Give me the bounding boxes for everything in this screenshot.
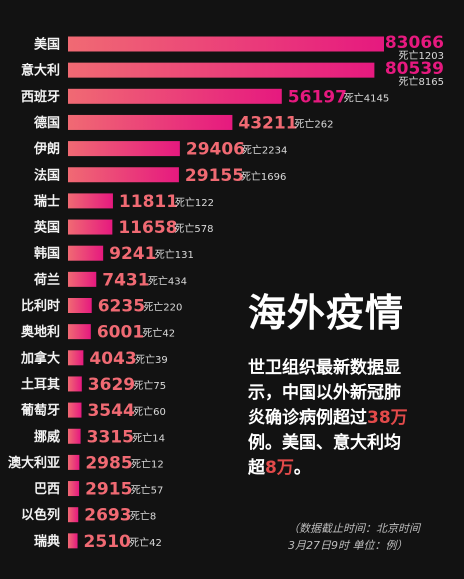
value-label: 7431 [102, 270, 149, 290]
bar-6 [68, 193, 113, 209]
country-label: 瑞典 [34, 533, 60, 549]
country-label: 英国 [33, 220, 60, 236]
value-label: 2915 [85, 480, 132, 500]
country-label: 瑞士 [34, 193, 60, 209]
value-label: 9241 [109, 244, 156, 264]
death-label: 死亡2234 [242, 144, 287, 157]
bar-0 [68, 36, 384, 52]
country-label: 葡萄牙 [20, 403, 60, 419]
death-label: 死亡122 [175, 196, 214, 209]
bar-19 [68, 533, 78, 549]
highlight-380k: 38万 [367, 408, 408, 428]
bar-9 [68, 271, 97, 287]
country-label: 德国 [34, 115, 60, 131]
value-label: 43211 [238, 113, 297, 133]
value-label: 56197 [288, 87, 347, 107]
value-label: 2510 [84, 532, 131, 552]
value-label: 3629 [88, 375, 135, 395]
bar-11 [68, 324, 91, 340]
death-label: 死亡75 [133, 379, 166, 392]
value-label: 29155 [185, 166, 244, 186]
bar-17 [68, 481, 80, 497]
value-label: 6235 [98, 297, 145, 317]
death-label: 死亡60 [133, 405, 166, 418]
country-label: 美国 [34, 37, 60, 53]
country-label: 以色列 [21, 507, 60, 523]
value-label: 6001 [97, 323, 144, 343]
bar-12 [68, 350, 84, 366]
country-label: 澳大利亚 [8, 455, 60, 471]
country-label: 挪威 [34, 429, 60, 445]
bar-3 [68, 114, 233, 130]
country-label: 比利时 [21, 298, 60, 314]
country-label: 加拿大 [20, 350, 60, 366]
death-label: 死亡42 [129, 536, 162, 549]
value-label: 29406 [186, 140, 245, 160]
death-label: 死亡220 [143, 301, 182, 314]
value-label: 83066 [385, 33, 444, 53]
death-label: 死亡42 [142, 327, 175, 340]
bar-5 [68, 167, 179, 183]
value-label: 2693 [84, 506, 131, 526]
description-line-1: 世卫组织最新数据显 [248, 358, 401, 378]
bar-2 [68, 88, 282, 104]
death-label: 死亡14 [132, 431, 165, 444]
bar-16 [68, 454, 80, 470]
bar-7 [68, 219, 113, 235]
value-label: 11658 [118, 218, 177, 238]
bar-4 [68, 141, 180, 157]
value-label: 3315 [87, 427, 134, 447]
country-label: 伊朗 [33, 141, 60, 157]
value-label: 4043 [89, 349, 136, 369]
death-label: 死亡4145 [344, 91, 389, 104]
highlight-80k: 8万 [265, 458, 294, 478]
bar-1 [68, 62, 375, 78]
source-note: （数据截止时间：北京时间 3月27日9时 单位：例） [288, 520, 420, 554]
description-text: 世卫组织最新数据显 示，中国以外新冠肺 炎确诊病例超过38万 例。美国、意大利均… [248, 356, 458, 481]
description-line-2: 示，中国以外新冠肺 [248, 383, 401, 403]
description-line-4: 例。美国、意大利均 [248, 433, 401, 453]
death-label: 死亡262 [294, 117, 333, 130]
death-label: 死亡8 [130, 510, 156, 523]
description-line-3: 炎确诊病例超过 [248, 408, 367, 428]
value-label: 80539 [385, 59, 444, 79]
value-label: 2985 [85, 453, 132, 473]
death-label: 死亡12 [131, 457, 164, 470]
bar-14 [68, 402, 82, 418]
country-label: 法国 [34, 167, 60, 183]
country-label: 西班牙 [21, 89, 60, 105]
death-label: 死亡131 [155, 248, 194, 261]
country-label: 意大利 [21, 63, 60, 79]
country-label: 韩国 [34, 246, 60, 262]
country-label: 巴西 [34, 482, 60, 497]
bar-18 [68, 507, 79, 523]
bar-15 [68, 428, 81, 444]
death-label: 死亡8165 [399, 75, 444, 88]
death-label: 死亡578 [174, 222, 213, 235]
death-label: 死亡434 [148, 274, 187, 287]
bar-8 [68, 245, 104, 261]
country-label: 奥地利 [21, 324, 60, 340]
country-label: 土耳其 [21, 376, 60, 392]
note-line-1: （数据截止时间：北京时间 [288, 522, 420, 535]
bar-13 [68, 376, 82, 392]
chart-title: 海外疫情 [248, 290, 405, 335]
value-label: 3544 [87, 401, 134, 421]
note-line-2: 3月27日9时 单位：例） [288, 539, 408, 552]
death-label: 死亡39 [135, 353, 168, 366]
value-label: 11811 [119, 192, 178, 212]
bar-10 [68, 298, 92, 313]
death-label: 死亡1696 [241, 170, 286, 183]
country-label: 荷兰 [33, 272, 60, 288]
description-line-5-end: 。 [293, 458, 311, 478]
description-line-5: 超 [248, 458, 265, 478]
death-label: 死亡1203 [399, 49, 444, 62]
death-label: 死亡57 [131, 484, 164, 497]
